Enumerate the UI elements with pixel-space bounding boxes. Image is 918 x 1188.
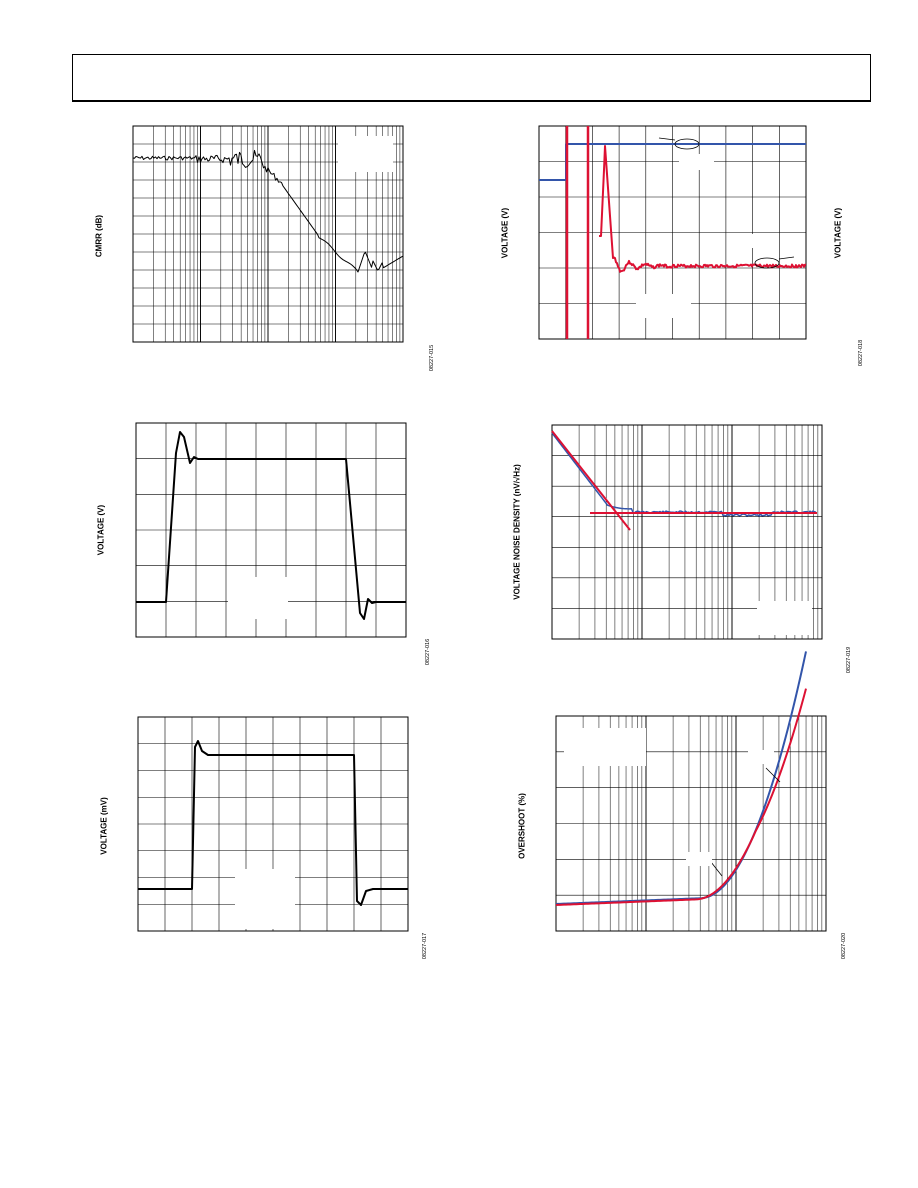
chart2-blue-callout-ellipse [674,138,700,150]
chart4-fit-1f-red [551,430,631,531]
chart4-series-blue [551,432,817,517]
chart2-series-red [599,145,807,273]
chart4-label-box [757,601,812,635]
chart2-blue-label-box [679,154,714,170]
chart3-series-line [136,431,406,620]
chart6-series-blue [555,651,807,905]
chart6-series-red [555,688,807,906]
chart2-series-blue [539,143,806,181]
chart5-series-line [138,740,408,906]
chart2-ylabel-left: VOLTAGE (V) [500,207,510,259]
chart5-frame [137,716,409,932]
chart3-frame [135,422,407,638]
chart4-frame [551,424,823,640]
cmrr-ylabel: CMRR (dB) [94,214,104,258]
chart2-red-callout-ellipse [754,257,780,269]
chart3-figure-code: 08227-016 [425,638,431,666]
chart6-figure-code: 08227-020 [841,932,847,960]
cmrr-series-line [132,149,404,273]
chart3-ylabel: VOLTAGE (V) [96,504,106,556]
cmrr-frame [132,125,404,343]
chart2-ylabel-right: VOLTAGE (V) [833,207,843,259]
chart4-figure-code: 08227-019 [846,646,852,674]
chart6-frame [555,715,827,932]
chart5-label-box [235,869,295,929]
chart4-ylabel: VOLTAGE NOISE DENSITY (nV/√Hz) [512,464,522,600]
chart5-figure-code: 08227-017 [422,932,428,960]
cmrr-figure-code: 08227-015 [429,344,435,372]
chart3-label-box [228,577,288,619]
chart6-callout-arrow-upper [765,767,781,783]
chart6-upper-label-box [748,750,774,764]
chart2-blue-callout-arrow [658,137,676,141]
chart6-label-box [564,728,646,766]
chart6-lower-label-box [686,852,712,866]
chart2-label-box [636,294,691,318]
page-header-box [72,54,871,102]
chart5-ylabel: VOLTAGE (mV) [99,797,109,855]
chart6-callout-arrow-lower [710,861,723,877]
chart2-figure-code: 08227-018 [858,339,864,367]
chart2-red-callout-arrow [778,256,795,260]
chart2-red-label-box [747,234,777,248]
chart6-ylabel: OVERSHOOT (%) [517,793,527,859]
cmrr-legend-box [338,136,393,172]
chart2-frame [538,125,807,340]
